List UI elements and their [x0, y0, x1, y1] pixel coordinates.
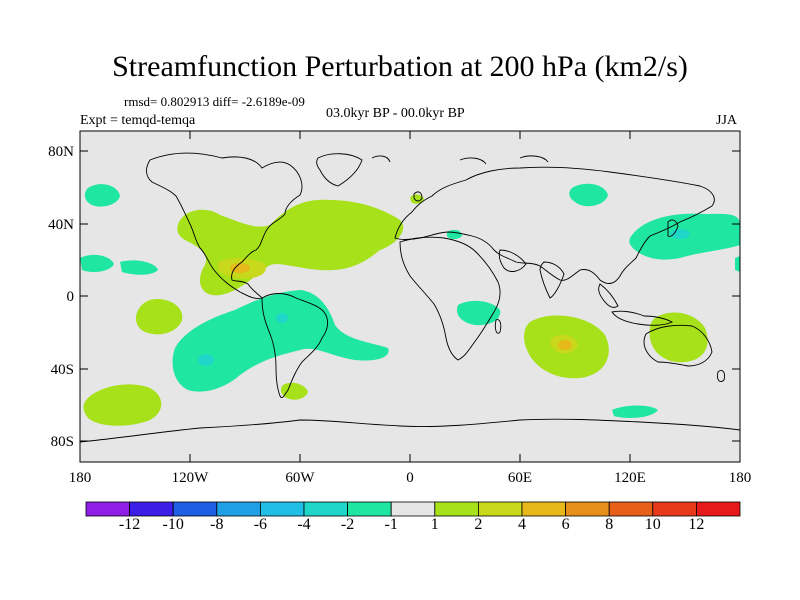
anomaly-s-atlantic — [280, 382, 308, 400]
stats-text: rmsd= 0.802913 diff= -2.6189e-09 — [124, 94, 305, 109]
colorbar-label: 10 — [644, 516, 661, 533]
coast-north-america — [146, 152, 303, 299]
lat-label-40n: 40N — [48, 217, 74, 233]
lon-labels: 180 120W 60W 0 60E 120E 180 — [69, 470, 752, 486]
lat-label-0: 0 — [67, 289, 75, 305]
lat-label-40s: 40S — [51, 362, 74, 378]
season-label: JJA — [716, 113, 738, 128]
colorbar-label: 1 — [430, 516, 439, 533]
lon-label-0: 0 — [406, 470, 414, 486]
colorbar-label: 2 — [474, 516, 483, 533]
anomaly-n-pacific-west — [84, 184, 120, 207]
anomaly-sw-pacific-south — [83, 384, 162, 426]
anomaly-southern-ocean — [612, 405, 658, 418]
lon-ticks — [79, 131, 741, 462]
anomaly-core-s-pacific — [198, 354, 214, 366]
colorbar-box — [129, 501, 174, 517]
coast-new-zealand — [717, 369, 725, 383]
coast-india — [539, 261, 565, 299]
anomaly-hawaii — [80, 254, 114, 272]
anomaly-east-end — [735, 256, 740, 272]
colorbar-label: 4 — [518, 516, 526, 533]
coast-greenland — [316, 153, 363, 187]
lat-label-80n: 80N — [48, 144, 74, 160]
lat-labels: 80N 40N 0 40S 80S — [48, 144, 74, 450]
colorbar-label: -4 — [297, 516, 311, 533]
coast-madagascar — [494, 319, 502, 334]
coast-indonesia — [611, 310, 674, 326]
lon-label-180w: 180 — [69, 470, 92, 486]
colorbar-label: -2 — [340, 516, 355, 533]
lon-label-60w: 60W — [285, 470, 315, 486]
colorbar-box — [477, 501, 523, 517]
lon-label-60e: 60E — [508, 470, 532, 486]
colorbar-box — [172, 501, 218, 517]
colorbar-box — [652, 501, 697, 517]
anomaly-europe — [410, 194, 424, 204]
colorbar-label: 8 — [605, 516, 614, 533]
anomaly-peak-caribbean — [230, 263, 250, 273]
coast-se-asia — [598, 283, 619, 308]
colorbar-label: -6 — [253, 516, 268, 533]
anomaly-core-peru — [276, 313, 288, 323]
anomaly-s-pacific-band — [172, 290, 389, 392]
lon-label-120w: 120W — [172, 470, 210, 486]
experiment-label: Expt = temqd-temqa — [80, 113, 196, 128]
colorbar-label: 6 — [561, 516, 570, 533]
negative-anomaly-cores — [198, 229, 690, 366]
coast-uk — [413, 191, 423, 202]
lon-label-120e: 120E — [614, 470, 646, 486]
period-label: 03.0kyr BP - 00.0kyr BP — [326, 106, 465, 121]
lat-ticks — [80, 150, 740, 442]
colorbar-box — [347, 501, 392, 517]
colorbar-box — [259, 501, 305, 517]
anomaly-s-pacific — [135, 299, 183, 335]
anomaly-n-pacific-east — [569, 183, 608, 207]
colorbar-label: -8 — [210, 516, 224, 533]
coast-africa — [399, 236, 501, 361]
colorbar-box — [390, 501, 436, 517]
colorbar-box — [434, 501, 479, 517]
colorbar-box — [521, 501, 566, 517]
coast-arabia — [498, 249, 527, 272]
colorbar-box — [608, 501, 654, 517]
coastlines — [79, 152, 741, 443]
positive-anomaly-peak — [230, 263, 572, 350]
coast-south-america — [261, 293, 329, 399]
lon-label-180e: 180 — [729, 470, 752, 486]
colorbar-box — [303, 501, 348, 517]
colorbar-label: -1 — [384, 516, 398, 533]
colorbar-label: -10 — [162, 516, 184, 533]
coast-japan — [667, 219, 679, 237]
colorbar-label: 12 — [688, 516, 705, 533]
colorbar-box — [565, 501, 610, 517]
coast-australia — [643, 324, 713, 367]
coast-europe-asia — [394, 166, 715, 284]
colorbar — [85, 501, 741, 517]
anomaly-peak-indian — [558, 340, 572, 350]
colorbar-box — [85, 501, 130, 517]
lat-label-80s: 80S — [51, 434, 74, 450]
coast-arctic-islands — [371, 155, 549, 165]
colorbar-box — [696, 501, 741, 517]
colorbar-label: -12 — [118, 516, 141, 533]
anomaly-east-pacific — [120, 260, 158, 275]
anomaly-core-japan — [670, 229, 690, 239]
colorbar-box — [216, 501, 261, 517]
chart-title: Streamfunction Perturbation at 200 hPa (… — [112, 50, 688, 83]
coast-antarctica — [79, 418, 741, 443]
